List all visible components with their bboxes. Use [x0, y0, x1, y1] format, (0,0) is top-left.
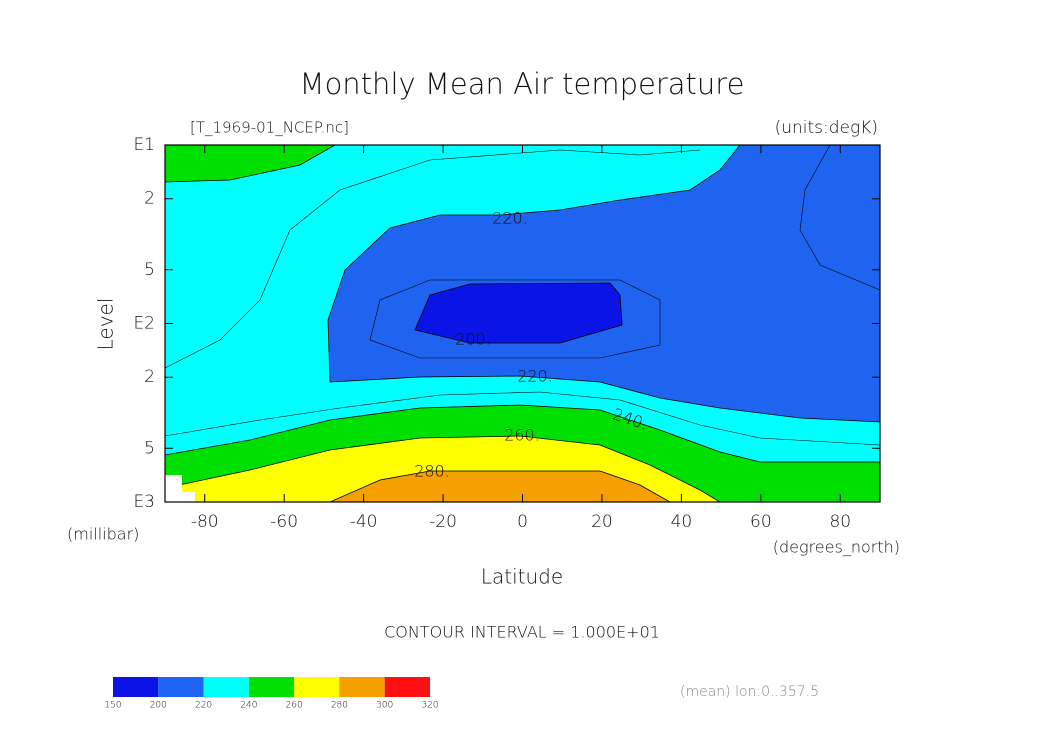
x-tick-label: -40 [350, 512, 378, 532]
x-tick-label: -20 [429, 512, 457, 532]
x-axis-label: Latitude [481, 565, 563, 589]
contour-region [414, 282, 623, 344]
colorbar-box [248, 677, 295, 697]
subtitle: [T_1969-01_NCEP.nc] [190, 119, 349, 137]
y-axis-unit: (millibar) [67, 525, 139, 544]
y-tick-label: E2 [133, 314, 155, 334]
colorbar-label: 300 [376, 701, 393, 711]
y-tick-label: 2 [144, 367, 155, 387]
colorbar-label: 220 [195, 701, 212, 711]
y-tick-label: 5 [144, 438, 155, 458]
colorbar-label: 240 [240, 701, 257, 711]
colorbar-label: 150 [104, 701, 121, 711]
contour-line [164, 149, 701, 369]
colorbar-label: 200 [150, 701, 167, 711]
contour-label: 200. [455, 330, 491, 349]
y-tick-label: E3 [133, 492, 155, 512]
colorbar-label: 280 [331, 701, 348, 711]
colorbar-box [113, 677, 159, 697]
y-axis-label: Level [94, 298, 118, 351]
x-tick-label: 60 [750, 512, 772, 532]
x-tick-label: -80 [191, 512, 219, 532]
colorbar-box [384, 677, 430, 697]
x-tick-label: -60 [270, 512, 298, 532]
x-tick-label: 40 [671, 512, 693, 532]
contour-line [164, 391, 881, 446]
colorbar: 150 200 220 240 260 280 300 320 [104, 677, 439, 711]
colorbar-box [203, 677, 249, 697]
colorbar-label: 260 [286, 701, 303, 711]
colorbar-box [294, 677, 340, 697]
y-tick-label: 2 [144, 189, 155, 209]
units: (units:degK) [775, 118, 878, 138]
x-axis-unit: (degrees_north) [773, 538, 900, 557]
chart-title: Monthly Mean Air temperature [300, 67, 745, 101]
contour-label: 280. [414, 462, 450, 481]
x-tick-label: 0 [517, 512, 528, 532]
contour-note: CONTOUR INTERVAL = 1.000E+01 [384, 623, 660, 642]
y-tick-label: E1 [133, 135, 155, 155]
contour-label: 220. [517, 367, 553, 386]
contour-label: 260. [504, 426, 540, 445]
missing-data [165, 475, 195, 502]
footer-note: (mean) lon:0..357.5 [680, 684, 819, 700]
colorbar-label: 320 [421, 701, 438, 711]
contour-label: 220. [492, 209, 528, 228]
contour-line [369, 279, 661, 359]
y-tick-label: 5 [144, 260, 155, 280]
x-tick-label: 80 [829, 512, 851, 532]
x-tick-label: 20 [591, 512, 613, 532]
colorbar-box [339, 677, 385, 697]
colorbar-box [158, 677, 204, 697]
contour-line [799, 144, 881, 291]
plot-area [164, 144, 881, 503]
